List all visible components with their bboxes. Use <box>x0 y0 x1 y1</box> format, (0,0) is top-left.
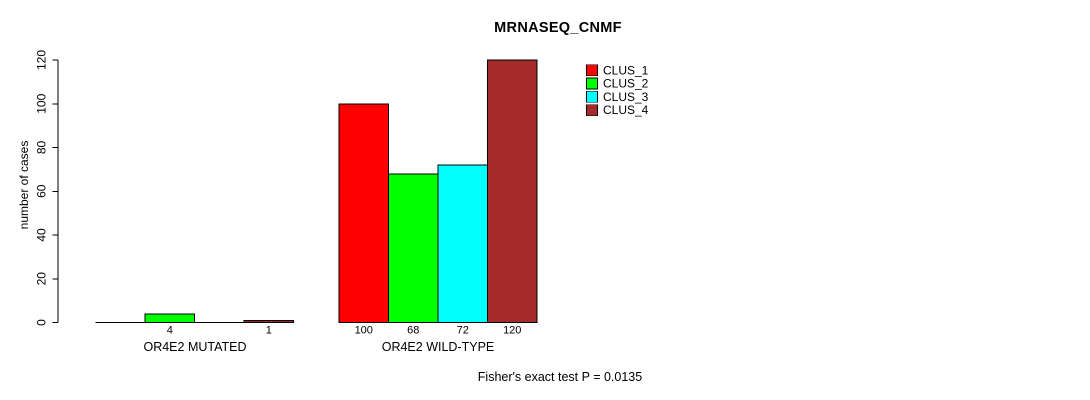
y-tick-label: 80 <box>35 141 49 155</box>
bar-CLUS_4 <box>487 59 538 323</box>
y-tick-label: 40 <box>35 228 49 242</box>
fisher-test-annotation: Fisher's exact test P = 0.0135 <box>477 370 643 384</box>
y-tick-label: 120 <box>35 50 49 70</box>
y-tick-label: 60 <box>35 184 49 198</box>
bar-CLUS_3 <box>437 164 488 323</box>
x-category-label-mutated: OR4E2 MUTATED <box>143 340 247 354</box>
legend-label-CLUS_2: CLUS_2 <box>603 77 649 91</box>
y-tick-label: 20 <box>35 272 49 286</box>
bar-value-label: 4 <box>167 325 173 337</box>
chart-title: MRNASEQ_CNMF <box>494 20 622 36</box>
legend-swatch-CLUS_4 <box>586 104 598 117</box>
bar-value-label: 120 <box>503 325 521 337</box>
bar-CLUS_1 <box>338 103 389 323</box>
bar-value-label: 1 <box>266 325 272 337</box>
y-tick-label: 0 <box>35 319 49 326</box>
y-axis-title: number of cases <box>17 140 31 230</box>
bar-CLUS_4 <box>243 319 294 323</box>
legend-swatch-CLUS_2 <box>586 77 598 90</box>
bar-CLUS_2 <box>144 313 195 323</box>
legend-swatch-CLUS_1 <box>586 64 598 77</box>
bar-value-label: 68 <box>407 325 419 337</box>
legend-label-CLUS_4: CLUS_4 <box>603 103 649 117</box>
bar-value-label: 72 <box>457 325 469 337</box>
y-tick-label: 100 <box>35 93 49 113</box>
bar-CLUS_2 <box>388 173 439 323</box>
x-category-label-wildtype: OR4E2 WILD-TYPE <box>381 340 495 354</box>
legend-label-CLUS_3: CLUS_3 <box>603 90 649 104</box>
legend-label-CLUS_1: CLUS_1 <box>603 63 649 77</box>
legend-swatch-CLUS_3 <box>586 90 598 103</box>
bar-value-label: 100 <box>355 325 373 337</box>
